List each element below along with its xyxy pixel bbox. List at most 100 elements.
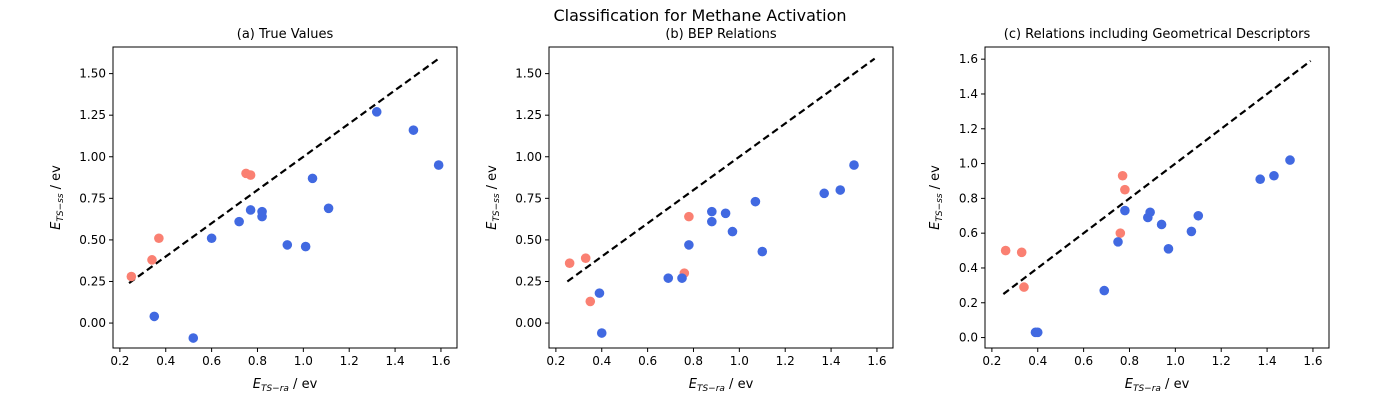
y-axis-label-group: ETS−ss / ev <box>49 165 66 230</box>
scatter-point-blue <box>849 160 859 170</box>
scatter-point-salmon <box>1120 184 1130 195</box>
y-axis-label-main: E <box>49 221 64 230</box>
x-tick-label: 0.6 <box>638 354 657 368</box>
y-tick-label: 0.50 <box>515 233 542 247</box>
y-tick-label: 0.75 <box>79 191 106 205</box>
plot-frame <box>112 46 458 349</box>
scatter-point-blue <box>371 107 382 117</box>
x-axis-label-unit: / ev <box>289 377 318 392</box>
y-tick-label: 1.25 <box>79 108 106 122</box>
scatter-point-blue <box>677 273 687 283</box>
scatter-point-salmon <box>1000 245 1011 256</box>
diagonal-reference-line <box>1002 60 1312 295</box>
scatter-point-blue <box>594 288 605 298</box>
x-tick-label: 1.0 <box>730 354 749 368</box>
x-axis-label-main: E <box>253 377 262 392</box>
diagonal-reference-line <box>128 57 440 285</box>
subplot-title: (c) Relations including Geometrical Desc… <box>1004 27 1311 42</box>
y-tick-label: 0.00 <box>515 316 542 330</box>
subplot-title: (b) BEP Relations <box>665 27 777 42</box>
y-axis-label-subscript: TS−ss <box>935 193 945 221</box>
scatter-point-blue <box>323 203 334 214</box>
plot-frame <box>984 46 1330 349</box>
x-axis-label: ETS−ra / ev <box>1125 377 1190 394</box>
y-axis-label-unit: / ev <box>49 165 64 194</box>
y-tick-label: 1.4 <box>959 87 978 101</box>
x-tick-label: 0.8 <box>1120 354 1139 368</box>
scatter-point-blue <box>1269 170 1279 181</box>
scatter-point-blue <box>307 173 318 184</box>
x-tick-label: 1.2 <box>776 354 795 368</box>
scatter-point-blue <box>1255 174 1265 185</box>
scatter-point-salmon <box>585 296 596 307</box>
scatter-point-blue <box>1032 327 1043 338</box>
y-tick-label: 0.25 <box>79 274 106 288</box>
scatter-point-blue <box>188 333 199 343</box>
scatter-point-blue <box>1186 226 1197 237</box>
scatter-point-blue <box>1099 285 1110 296</box>
scatter-point-blue <box>757 246 768 257</box>
y-axis-label-unit: / ev <box>928 165 943 194</box>
y-tick-label: 1.00 <box>79 150 106 164</box>
subplot-3: (c) Relations including Geometrical Desc… <box>928 27 1330 394</box>
x-tick-label: 1.6 <box>1303 354 1322 368</box>
diagonal-reference-line <box>566 57 876 283</box>
scatter-point-salmon <box>147 255 157 265</box>
subplot-title: (a) True Values <box>237 27 334 42</box>
scatter-point-blue <box>149 311 160 322</box>
scatter-point-blue <box>835 185 846 195</box>
scatter-point-salmon <box>154 233 164 244</box>
scatter-point-blue <box>707 216 717 227</box>
scatter-point-salmon <box>684 211 694 222</box>
scatter-point-blue <box>727 226 738 237</box>
x-tick-label: 1.4 <box>386 354 405 368</box>
scatter-point-salmon <box>1117 170 1128 181</box>
x-tick-label: 0.6 <box>1074 354 1093 368</box>
y-axis-label-subscript: TS−ss <box>492 193 502 221</box>
x-tick-label: 1.0 <box>1166 354 1185 368</box>
scatter-point-blue <box>1113 237 1123 247</box>
subplot-1: (a) True Values 0.2 0.4 0.6 0.8 1.0 1.2 1.4 1.6 0… <box>49 27 458 394</box>
scatter-point-blue <box>300 241 311 252</box>
y-tick-label: 0.25 <box>515 274 542 288</box>
scatter-point-blue <box>1156 219 1167 230</box>
x-tick-label: 1.2 <box>340 354 359 368</box>
scatter-point-blue <box>663 273 674 283</box>
y-tick-label: 0.00 <box>79 316 106 330</box>
y-axis-label: ETS−ss / ev <box>49 165 66 230</box>
y-axis-label-main: E <box>485 221 500 230</box>
y-tick-label: 0.0 <box>959 331 978 345</box>
x-axis-label-subscript: TS−ra <box>697 384 725 394</box>
x-tick-label: 0.4 <box>1028 354 1047 368</box>
x-tick-label: 0.2 <box>982 354 1001 368</box>
scatter-point-salmon <box>126 271 137 282</box>
scatter-point-blue <box>433 160 444 170</box>
x-tick-label: 1.2 <box>1212 354 1231 368</box>
y-tick-label: 1.50 <box>79 67 106 81</box>
x-tick-label: 0.4 <box>592 354 611 368</box>
y-tick-label: 1.2 <box>959 122 978 136</box>
y-axis-label-main: E <box>928 221 943 230</box>
subplot-2: (b) BEP Relations 0.2 0.4 0.6 0.8 1.0 1.2 1.4 1.… <box>485 27 894 394</box>
scatter-point-blue <box>596 328 607 338</box>
x-axis-label-subscript: TS−ra <box>1133 384 1161 394</box>
x-axis-label: ETS−ra / ev <box>689 377 754 394</box>
y-tick-label: 1.0 <box>959 157 978 171</box>
x-tick-label: 0.8 <box>248 354 267 368</box>
x-axis-label-main: E <box>689 377 698 392</box>
x-axis-label-unit: / ev <box>1161 377 1190 392</box>
y-tick-label: 0.4 <box>959 261 978 275</box>
y-tick-label: 0.8 <box>959 191 978 205</box>
scatter-point-blue <box>282 240 293 250</box>
scatter-point-blue <box>750 196 761 207</box>
x-tick-label: 0.2 <box>546 354 565 368</box>
scatter-point-blue <box>707 206 717 217</box>
y-axis-label-subscript: TS−ss <box>56 193 66 221</box>
y-tick-label: 1.50 <box>515 67 542 81</box>
scatter-point-salmon <box>1115 228 1126 238</box>
y-tick-label: 0.50 <box>79 233 106 247</box>
scatter-point-blue <box>720 208 731 219</box>
x-tick-label: 1.0 <box>294 354 313 368</box>
y-tick-label: 0.6 <box>959 226 978 240</box>
